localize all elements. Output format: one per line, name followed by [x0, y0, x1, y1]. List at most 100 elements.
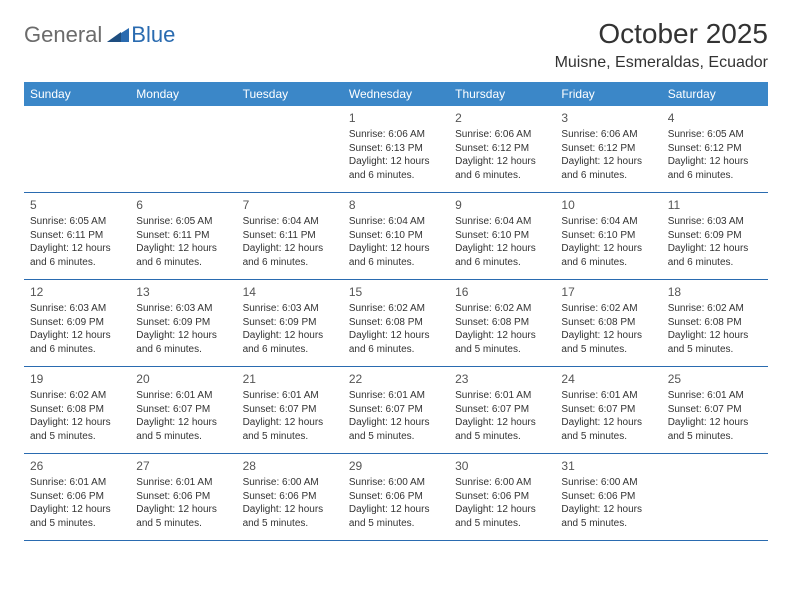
sunset-text: Sunset: 6:09 PM: [243, 316, 337, 330]
day-cell: [130, 106, 236, 192]
sunrise-text: Sunrise: 6:06 AM: [455, 128, 549, 142]
day-cell: 23Sunrise: 6:01 AMSunset: 6:07 PMDayligh…: [449, 367, 555, 453]
sunrise-text: Sunrise: 6:01 AM: [668, 389, 762, 403]
week-row: 19Sunrise: 6:02 AMSunset: 6:08 PMDayligh…: [24, 367, 768, 454]
daylight-text: Daylight: 12 hours and 6 minutes.: [349, 155, 443, 182]
sunrise-text: Sunrise: 6:01 AM: [30, 476, 124, 490]
day-number: 7: [243, 197, 337, 213]
sunset-text: Sunset: 6:11 PM: [243, 229, 337, 243]
day-number: 9: [455, 197, 549, 213]
day-cell: 4Sunrise: 6:05 AMSunset: 6:12 PMDaylight…: [662, 106, 768, 192]
sunset-text: Sunset: 6:08 PM: [455, 316, 549, 330]
week-row: 26Sunrise: 6:01 AMSunset: 6:06 PMDayligh…: [24, 454, 768, 541]
sunset-text: Sunset: 6:09 PM: [30, 316, 124, 330]
day-number: 3: [561, 110, 655, 126]
sunrise-text: Sunrise: 6:00 AM: [243, 476, 337, 490]
daylight-text: Daylight: 12 hours and 6 minutes.: [349, 329, 443, 356]
sunrise-text: Sunrise: 6:06 AM: [349, 128, 443, 142]
weekday-header: Tuesday: [237, 82, 343, 106]
day-cell: 27Sunrise: 6:01 AMSunset: 6:06 PMDayligh…: [130, 454, 236, 540]
daylight-text: Daylight: 12 hours and 5 minutes.: [455, 329, 549, 356]
sunset-text: Sunset: 6:10 PM: [455, 229, 549, 243]
day-number: 20: [136, 371, 230, 387]
day-number: 22: [349, 371, 443, 387]
day-cell: [662, 454, 768, 540]
day-number: 1: [349, 110, 443, 126]
day-number: 6: [136, 197, 230, 213]
daylight-text: Daylight: 12 hours and 5 minutes.: [136, 416, 230, 443]
day-cell: 15Sunrise: 6:02 AMSunset: 6:08 PMDayligh…: [343, 280, 449, 366]
sunset-text: Sunset: 6:09 PM: [136, 316, 230, 330]
sunset-text: Sunset: 6:07 PM: [136, 403, 230, 417]
day-cell: 29Sunrise: 6:00 AMSunset: 6:06 PMDayligh…: [343, 454, 449, 540]
title-block: October 2025 Muisne, Esmeraldas, Ecuador: [555, 18, 768, 72]
day-number: 24: [561, 371, 655, 387]
daylight-text: Daylight: 12 hours and 6 minutes.: [30, 329, 124, 356]
day-cell: 13Sunrise: 6:03 AMSunset: 6:09 PMDayligh…: [130, 280, 236, 366]
sunrise-text: Sunrise: 6:04 AM: [455, 215, 549, 229]
day-cell: 5Sunrise: 6:05 AMSunset: 6:11 PMDaylight…: [24, 193, 130, 279]
daylight-text: Daylight: 12 hours and 6 minutes.: [455, 242, 549, 269]
sunrise-text: Sunrise: 6:01 AM: [136, 389, 230, 403]
weekday-header: Saturday: [662, 82, 768, 106]
daylight-text: Daylight: 12 hours and 6 minutes.: [243, 329, 337, 356]
day-number: 12: [30, 284, 124, 300]
logo: General Blue: [24, 18, 175, 48]
sunrise-text: Sunrise: 6:03 AM: [668, 215, 762, 229]
sunset-text: Sunset: 6:06 PM: [30, 490, 124, 504]
sunset-text: Sunset: 6:08 PM: [349, 316, 443, 330]
day-number: 10: [561, 197, 655, 213]
sunrise-text: Sunrise: 6:06 AM: [561, 128, 655, 142]
weekday-header: Thursday: [449, 82, 555, 106]
day-cell: 10Sunrise: 6:04 AMSunset: 6:10 PMDayligh…: [555, 193, 661, 279]
day-cell: 7Sunrise: 6:04 AMSunset: 6:11 PMDaylight…: [237, 193, 343, 279]
daylight-text: Daylight: 12 hours and 6 minutes.: [243, 242, 337, 269]
day-cell: [237, 106, 343, 192]
sunset-text: Sunset: 6:06 PM: [561, 490, 655, 504]
weekday-header: Friday: [555, 82, 661, 106]
sunset-text: Sunset: 6:06 PM: [136, 490, 230, 504]
week-row: 5Sunrise: 6:05 AMSunset: 6:11 PMDaylight…: [24, 193, 768, 280]
day-number: 31: [561, 458, 655, 474]
day-number: 16: [455, 284, 549, 300]
day-number: 29: [349, 458, 443, 474]
sunset-text: Sunset: 6:07 PM: [243, 403, 337, 417]
weekday-header: Monday: [130, 82, 236, 106]
day-cell: 11Sunrise: 6:03 AMSunset: 6:09 PMDayligh…: [662, 193, 768, 279]
day-cell: 25Sunrise: 6:01 AMSunset: 6:07 PMDayligh…: [662, 367, 768, 453]
daylight-text: Daylight: 12 hours and 6 minutes.: [136, 242, 230, 269]
week-row: 12Sunrise: 6:03 AMSunset: 6:09 PMDayligh…: [24, 280, 768, 367]
day-cell: 26Sunrise: 6:01 AMSunset: 6:06 PMDayligh…: [24, 454, 130, 540]
day-number: 4: [668, 110, 762, 126]
sunrise-text: Sunrise: 6:00 AM: [349, 476, 443, 490]
day-cell: 22Sunrise: 6:01 AMSunset: 6:07 PMDayligh…: [343, 367, 449, 453]
day-cell: 12Sunrise: 6:03 AMSunset: 6:09 PMDayligh…: [24, 280, 130, 366]
sunset-text: Sunset: 6:11 PM: [136, 229, 230, 243]
week-row: 1Sunrise: 6:06 AMSunset: 6:13 PMDaylight…: [24, 106, 768, 193]
day-cell: 28Sunrise: 6:00 AMSunset: 6:06 PMDayligh…: [237, 454, 343, 540]
sunset-text: Sunset: 6:06 PM: [349, 490, 443, 504]
daylight-text: Daylight: 12 hours and 6 minutes.: [30, 242, 124, 269]
day-number: 14: [243, 284, 337, 300]
day-cell: 6Sunrise: 6:05 AMSunset: 6:11 PMDaylight…: [130, 193, 236, 279]
sunset-text: Sunset: 6:08 PM: [561, 316, 655, 330]
day-cell: 16Sunrise: 6:02 AMSunset: 6:08 PMDayligh…: [449, 280, 555, 366]
daylight-text: Daylight: 12 hours and 5 minutes.: [561, 416, 655, 443]
sunset-text: Sunset: 6:12 PM: [455, 142, 549, 156]
sunrise-text: Sunrise: 6:01 AM: [136, 476, 230, 490]
day-cell: 31Sunrise: 6:00 AMSunset: 6:06 PMDayligh…: [555, 454, 661, 540]
daylight-text: Daylight: 12 hours and 5 minutes.: [243, 503, 337, 530]
daylight-text: Daylight: 12 hours and 6 minutes.: [349, 242, 443, 269]
sunrise-text: Sunrise: 6:04 AM: [561, 215, 655, 229]
sunrise-text: Sunrise: 6:05 AM: [30, 215, 124, 229]
sunrise-text: Sunrise: 6:02 AM: [349, 302, 443, 316]
sunrise-text: Sunrise: 6:01 AM: [349, 389, 443, 403]
logo-word-blue: Blue: [131, 22, 175, 48]
day-cell: 17Sunrise: 6:02 AMSunset: 6:08 PMDayligh…: [555, 280, 661, 366]
sunset-text: Sunset: 6:07 PM: [349, 403, 443, 417]
sunrise-text: Sunrise: 6:00 AM: [455, 476, 549, 490]
daylight-text: Daylight: 12 hours and 5 minutes.: [668, 329, 762, 356]
daylight-text: Daylight: 12 hours and 5 minutes.: [30, 503, 124, 530]
sunrise-text: Sunrise: 6:03 AM: [136, 302, 230, 316]
sunset-text: Sunset: 6:10 PM: [349, 229, 443, 243]
